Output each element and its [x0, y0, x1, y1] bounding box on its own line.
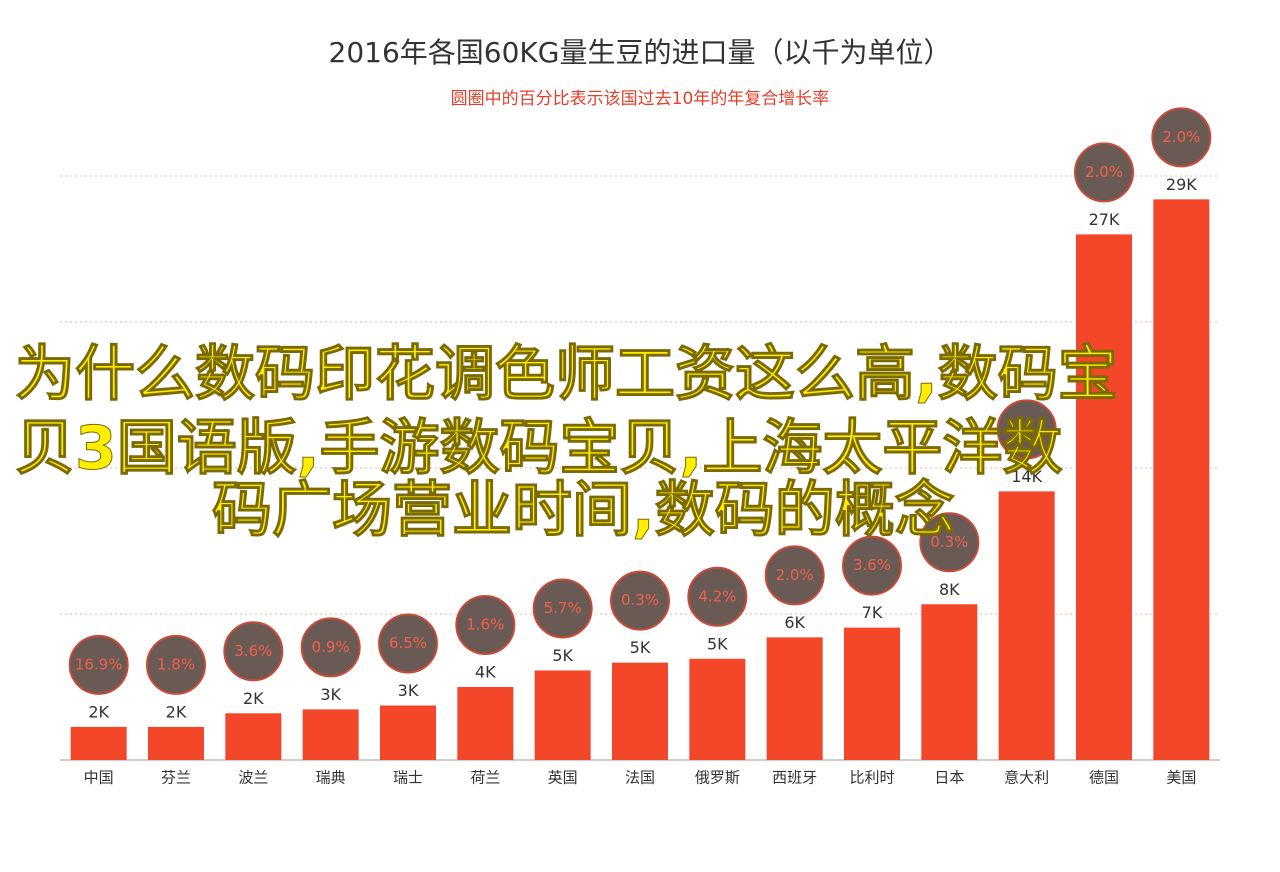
growth-circle: [996, 399, 1057, 460]
value-label: 5K: [552, 646, 573, 665]
growth-circle: [146, 634, 206, 695]
x-tick-label: 法国: [625, 769, 655, 787]
x-tick-label: 中国: [84, 769, 114, 787]
bar: [302, 709, 359, 760]
x-tick-label: 意大利: [1004, 769, 1049, 787]
value-label: 4K: [475, 663, 496, 682]
overlay: 为什么数码印花调色师工资这么高,数码宝 贝3国语版,手游数码宝贝,上海太平洋数 …: [15, 339, 1119, 546]
x-tick-label: 瑞典: [316, 769, 346, 787]
plot: 中国 2K 16.9% 芬兰 2K 1.8% 波兰 2K 3.6% 瑞典 3K 0.9% 瑞士 3K 6.5…: [60, 107, 1220, 787]
growth-label: 2.0%: [1162, 128, 1200, 146]
growth-circle: [687, 566, 748, 627]
value-label: 27K: [1089, 210, 1120, 229]
growth-circle: [300, 617, 361, 678]
growth-circle: [764, 545, 825, 606]
bar: [148, 726, 204, 760]
x-tick-label: 比利时: [849, 769, 894, 787]
growth-circle: [1074, 142, 1134, 203]
value-label: 14K: [1011, 467, 1042, 486]
growth-label: 2.0%: [1085, 163, 1123, 181]
growth-circle: [455, 595, 516, 655]
value-label: 5K: [630, 638, 651, 657]
growth-label: 16.9%: [75, 655, 123, 673]
value-label: 5K: [707, 634, 728, 653]
bar: [225, 713, 282, 760]
growth-label: 0.3%: [621, 591, 659, 609]
value-label: 6K: [784, 613, 805, 632]
growth-circle: [68, 634, 129, 695]
growth-circle: [532, 578, 593, 639]
x-tick-label: 俄罗斯: [695, 769, 740, 787]
x-tick-label: 芬兰: [161, 769, 191, 787]
growth-circle: [919, 512, 980, 573]
bar: [380, 705, 436, 760]
chart-subtitle: 圆圈中的百分比表示该国过去10年的年复合增长率: [451, 89, 830, 109]
x-tick-label: 西班牙: [772, 769, 817, 787]
growth-label: 3.6%: [234, 642, 272, 660]
growth-circle: [842, 535, 902, 596]
bar: [766, 637, 823, 760]
bar: [689, 658, 746, 760]
overlay-line: 贝3国语版,手游数码宝贝,上海太平洋数: [15, 414, 1062, 484]
x-tick-label: 波兰: [238, 769, 268, 787]
growth-label: 2.0%: [776, 566, 814, 584]
x-tick-label: 荷兰: [470, 769, 500, 787]
overlay-line: 码广场营业时间,数码的概念: [212, 476, 955, 546]
bar: [1153, 199, 1210, 761]
growth-label: 1.6%: [466, 616, 504, 634]
growth-label: 5.7%: [544, 599, 582, 617]
chart-title: 2016年各国60KG量生豆的进口量（以千为单位）: [329, 36, 952, 69]
growth-circle: [223, 621, 284, 682]
x-tick-label: 英国: [548, 769, 578, 787]
growth-label: 1.8%: [157, 655, 195, 673]
value-label: 8K: [939, 580, 960, 599]
growth-label: 4.2%: [698, 587, 736, 605]
growth-label: 0.3%: [930, 533, 968, 551]
value-label: 29K: [1166, 175, 1197, 194]
bar: [1076, 234, 1132, 760]
growth-label: 3.6%: [853, 556, 891, 574]
bar: [70, 726, 127, 760]
growth-circle: [1151, 107, 1212, 168]
bar: [844, 627, 900, 760]
growth-label: 6.5%: [389, 634, 427, 652]
value-label: 3K: [398, 681, 419, 700]
x-tick-label: 美国: [1166, 769, 1196, 787]
bar: [457, 687, 514, 760]
value-label: 2K: [166, 702, 187, 721]
x-tick-label: 德国: [1089, 769, 1119, 787]
bar: [921, 604, 978, 760]
bar: [612, 662, 668, 760]
growth-label: 0.9%: [312, 638, 350, 656]
value-label: 7K: [862, 603, 883, 622]
bar: [998, 491, 1055, 760]
overlay-line: 为什么数码印花调色师工资这么高,数码宝: [15, 340, 1118, 410]
bar: [534, 670, 591, 760]
value-label: 2K: [243, 689, 264, 708]
x-tick-label: 日本: [934, 769, 964, 787]
value-label: 2K: [88, 702, 109, 721]
x-tick-label: 瑞士: [393, 769, 423, 787]
growth-circle: [610, 570, 670, 631]
growth-circle: [378, 613, 438, 674]
value-label: 3K: [320, 685, 341, 704]
